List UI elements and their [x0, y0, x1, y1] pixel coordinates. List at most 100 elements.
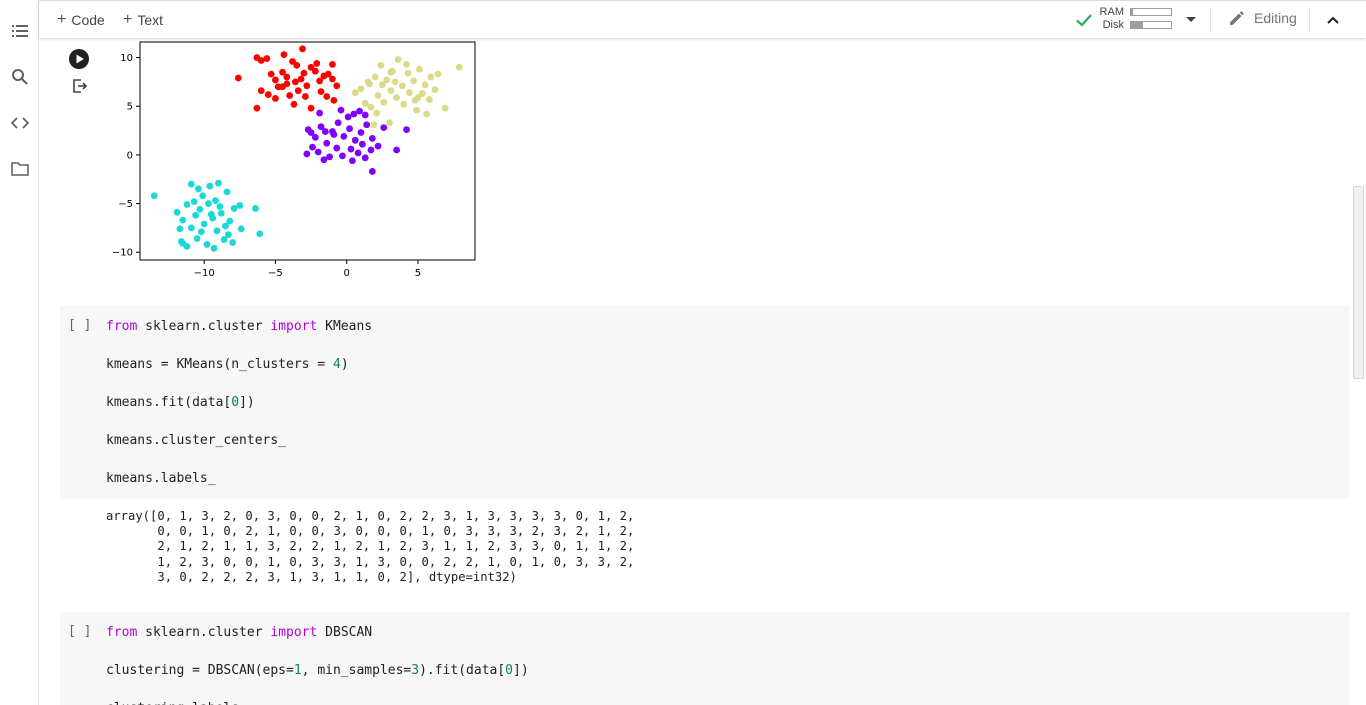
- data-point: [441, 104, 449, 112]
- scrollbar-thumb[interactable]: [1353, 186, 1364, 379]
- notebook-content: −10 −5 0 5 −10 −5 0 5 10 [ ] from sklearn.cluster…: [39, 38, 1351, 705]
- data-point: [309, 143, 316, 151]
- data-point: [410, 77, 418, 85]
- data-point: [393, 94, 400, 101]
- toc-icon[interactable]: [8, 19, 32, 43]
- code-token: clustering.labels_: [106, 701, 247, 705]
- code-token: 0: [231, 395, 240, 410]
- connected-check-icon[interactable]: [1075, 11, 1093, 29]
- data-point: [351, 136, 359, 144]
- code-token: ]): [513, 663, 529, 678]
- code-token: import: [270, 319, 318, 334]
- data-point: [423, 110, 430, 118]
- data-point: [294, 87, 302, 95]
- code-snippets-icon[interactable]: [8, 111, 32, 135]
- data-point: [371, 73, 379, 81]
- data-point: [311, 133, 319, 141]
- folder-icon[interactable]: [8, 157, 32, 181]
- data-point: [216, 203, 224, 210]
- data-point: [403, 60, 410, 68]
- output-menu-icon[interactable]: [72, 78, 88, 94]
- data-point: [349, 157, 356, 165]
- data-point: [374, 142, 382, 150]
- code-line: kmeans = KMeans(n_clusters = 4): [106, 355, 372, 374]
- code-cell[interactable]: [ ] from sklearn.cluster import KMeans kme…: [60, 306, 1350, 499]
- code-token: clustering = DBSCAN(eps=: [106, 663, 294, 678]
- data-point: [317, 88, 325, 96]
- data-point: [179, 216, 187, 224]
- data-point: [316, 109, 324, 117]
- data-point: [257, 87, 265, 95]
- code-token: 0: [505, 663, 513, 678]
- data-point: [291, 78, 299, 86]
- resource-labels[interactable]: RAM Disk: [1096, 6, 1124, 32]
- data-point: [263, 55, 271, 62]
- data-point: [398, 82, 406, 90]
- data-point: [226, 217, 234, 225]
- code-line: kmeans.cluster_centers_: [106, 431, 372, 450]
- data-point: [354, 149, 362, 157]
- data-point: [311, 67, 319, 75]
- code-token: 3: [411, 663, 420, 678]
- code-token: sklearn.cluster: [137, 625, 271, 640]
- search-icon[interactable]: [8, 65, 32, 89]
- data-point: [421, 81, 429, 89]
- notebook-toolbar: + Code + Text RAM Disk Editing: [39, 0, 1366, 38]
- data-point: [150, 192, 158, 200]
- code-editor[interactable]: from sklearn.cluster import DBSCAN cluste…: [106, 623, 529, 705]
- data-point: [279, 68, 286, 76]
- data-point: [413, 106, 420, 114]
- cell-run-bracket[interactable]: [ ]: [68, 624, 92, 639]
- caret-down-icon[interactable]: [1185, 13, 1197, 25]
- data-point: [200, 220, 208, 228]
- code-line: [106, 680, 529, 699]
- code-line: [106, 336, 372, 355]
- data-point: [307, 104, 315, 112]
- data-point: [293, 61, 301, 69]
- chevron-up-icon[interactable]: [1325, 12, 1341, 28]
- data-point: [323, 139, 331, 147]
- add-text-button[interactable]: + Text: [123, 10, 163, 30]
- run-cell-icon[interactable]: [69, 49, 89, 69]
- data-point: [368, 168, 376, 175]
- code-cell[interactable]: [ ] from sklearn.cluster import DBSCAN clu…: [60, 612, 1350, 705]
- data-point: [323, 93, 331, 100]
- data-point: [195, 185, 202, 193]
- code-line: from sklearn.cluster import KMeans: [106, 317, 372, 336]
- code-token: 1: [293, 663, 302, 678]
- data-point: [356, 107, 363, 115]
- cell-run-bracket[interactable]: [ ]: [68, 318, 92, 333]
- data-point: [215, 179, 222, 187]
- data-point: [320, 156, 328, 164]
- scatter-plot: −10 −5 0 5 −10 −5 0 5 10: [112, 41, 476, 279]
- y-tick-label: 10: [120, 53, 133, 64]
- editing-mode-button[interactable]: Editing: [1228, 9, 1297, 27]
- data-point: [427, 73, 435, 81]
- toolbar-divider: [1309, 9, 1310, 31]
- data-point: [391, 78, 399, 86]
- data-point: [406, 89, 413, 97]
- data-point: [363, 121, 371, 129]
- data-point: [386, 119, 393, 127]
- data-point: [267, 70, 275, 78]
- data-point: [316, 77, 324, 85]
- code-line: [106, 642, 529, 661]
- data-point: [380, 124, 388, 132]
- data-point: [367, 146, 375, 154]
- data-point: [290, 100, 298, 108]
- data-point: [368, 134, 376, 142]
- data-point: [283, 73, 291, 81]
- data-point: [387, 68, 395, 76]
- add-code-button[interactable]: + Code: [57, 10, 105, 30]
- code-editor[interactable]: from sklearn.cluster import KMeans kmeans…: [106, 317, 372, 488]
- data-point: [234, 74, 242, 82]
- code-token: from: [106, 319, 138, 334]
- data-point: [394, 56, 402, 63]
- resource-bars[interactable]: [1130, 8, 1174, 34]
- data-point: [374, 92, 382, 99]
- code-token: kmeans = KMeans(n_clusters =: [106, 357, 333, 372]
- data-point: [207, 210, 215, 218]
- y-tick-label: 0: [127, 150, 133, 161]
- plus-icon: +: [57, 11, 67, 28]
- data-point: [199, 192, 207, 200]
